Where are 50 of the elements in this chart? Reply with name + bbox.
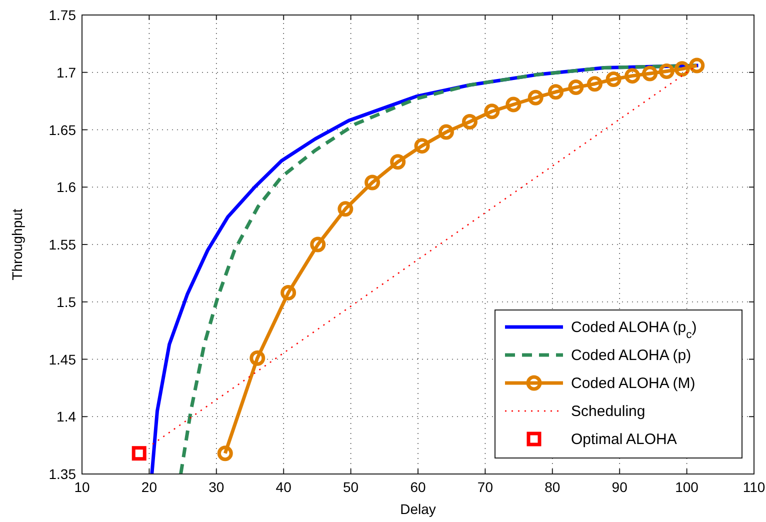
x-tick-label: 60	[410, 479, 426, 495]
y-tick-label: 1.6	[56, 179, 76, 196]
point	[364, 174, 380, 190]
point	[390, 154, 406, 170]
x-tick-label: 70	[477, 479, 494, 495]
y-axis-title: Throughput	[9, 208, 25, 280]
legend-label: Coded ALOHA (p$_{c}$)	[571, 319, 697, 341]
y-tick-label: 1.45	[48, 351, 76, 368]
legend-label: Coded ALOHA (M)	[571, 375, 696, 392]
point	[606, 72, 622, 88]
x-axis-title: Delay	[400, 501, 436, 517]
x-tick-label: 10	[74, 479, 90, 495]
x-tick-label: 20	[141, 479, 158, 495]
y-tick-label: 1.35	[48, 466, 76, 482]
legend-label: Optimal ALOHA	[571, 431, 677, 448]
y-tick-label: 1.4	[56, 408, 76, 425]
point	[217, 446, 233, 462]
y-tick-label: 1.7	[56, 64, 76, 80]
y-tick-label: 1.65	[48, 122, 76, 138]
point	[280, 284, 296, 300]
x-tick-label: 110	[742, 479, 766, 495]
point	[642, 66, 658, 82]
point	[506, 96, 522, 112]
point	[624, 68, 640, 84]
x-tick-label: 90	[612, 479, 628, 495]
point	[674, 61, 690, 77]
x-tick-label: 40	[276, 479, 292, 495]
legend-label: Scheduling	[571, 403, 646, 420]
x-tick-label: 80	[544, 479, 560, 495]
point	[689, 58, 705, 74]
point	[484, 104, 500, 120]
x-tick-label: 100	[675, 479, 699, 495]
point	[310, 236, 326, 252]
point	[658, 63, 674, 79]
point	[462, 114, 478, 130]
point	[586, 76, 602, 92]
point	[338, 201, 354, 217]
y-tick-label: 1.75	[48, 7, 76, 23]
x-tick-label: 30	[208, 479, 224, 495]
x-tick-label: 50	[343, 479, 359, 495]
point	[568, 80, 584, 96]
point	[548, 84, 564, 100]
y-tick-label: 1.55	[48, 236, 76, 252]
point	[132, 446, 146, 461]
y-tick-label: 1.5	[56, 294, 76, 310]
legend-label: Coded ALOHA (p)	[571, 347, 692, 364]
point	[250, 350, 266, 366]
point	[438, 124, 454, 140]
point	[414, 138, 430, 154]
point	[528, 90, 544, 106]
